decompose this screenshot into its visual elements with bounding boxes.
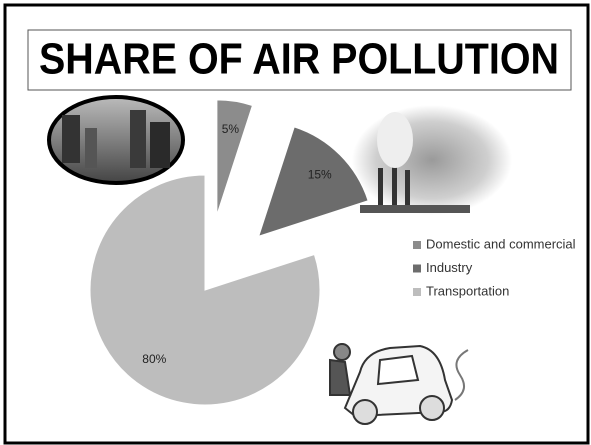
legend-swatch xyxy=(413,288,421,296)
pie-slice xyxy=(89,174,321,406)
legend-swatch xyxy=(413,241,421,249)
factory-photo xyxy=(352,105,512,215)
legend-label: Industry xyxy=(426,260,473,275)
data-label: 15% xyxy=(308,167,332,181)
car-cartoon xyxy=(329,343,469,425)
pie-slice xyxy=(216,99,254,216)
pie-slice xyxy=(257,126,369,238)
title-box xyxy=(27,29,572,91)
legend-label: Transportation xyxy=(426,283,509,298)
data-label: 5% xyxy=(222,122,240,136)
data-label: 80% xyxy=(142,352,166,366)
legend-swatch xyxy=(413,264,421,273)
chart-title: SHARE OF AIR POLLUTION xyxy=(39,35,559,84)
city-photo xyxy=(47,95,185,185)
legend-label: Domestic and commercial xyxy=(426,236,576,251)
